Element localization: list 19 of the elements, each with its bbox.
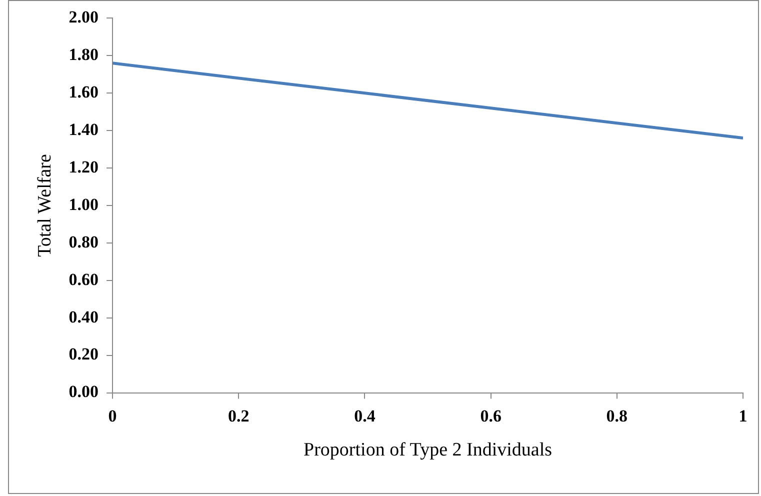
y-tick-label: 1.80 bbox=[68, 45, 99, 64]
y-tick-label: 0.20 bbox=[68, 344, 99, 364]
y-tick-label: 1.00 bbox=[68, 194, 99, 214]
x-tick-label: 0.4 bbox=[354, 406, 376, 426]
y-tick-label: 1.40 bbox=[68, 120, 99, 139]
y-tick-label: 0.40 bbox=[68, 307, 99, 326]
y-axis-title: Total Welfare bbox=[34, 154, 56, 257]
x-axis-title: Proportion of Type 2 Individuals bbox=[304, 440, 552, 461]
y-tick-label: 2.00 bbox=[68, 8, 99, 27]
y-tick-label: 0.60 bbox=[68, 270, 99, 289]
x-tick-label: 1 bbox=[738, 406, 748, 426]
y-tick-label: 1.60 bbox=[68, 82, 99, 102]
x-tick-label: 0.8 bbox=[606, 406, 628, 426]
x-tick-label: 0.2 bbox=[228, 406, 250, 426]
x-tick-label: 0 bbox=[108, 406, 117, 426]
y-tick-label: 1.20 bbox=[68, 157, 99, 176]
x-tick-label: 0.6 bbox=[480, 406, 502, 426]
y-tick-label: 0.80 bbox=[68, 232, 99, 252]
y-tick-label: 0.00 bbox=[68, 382, 99, 402]
